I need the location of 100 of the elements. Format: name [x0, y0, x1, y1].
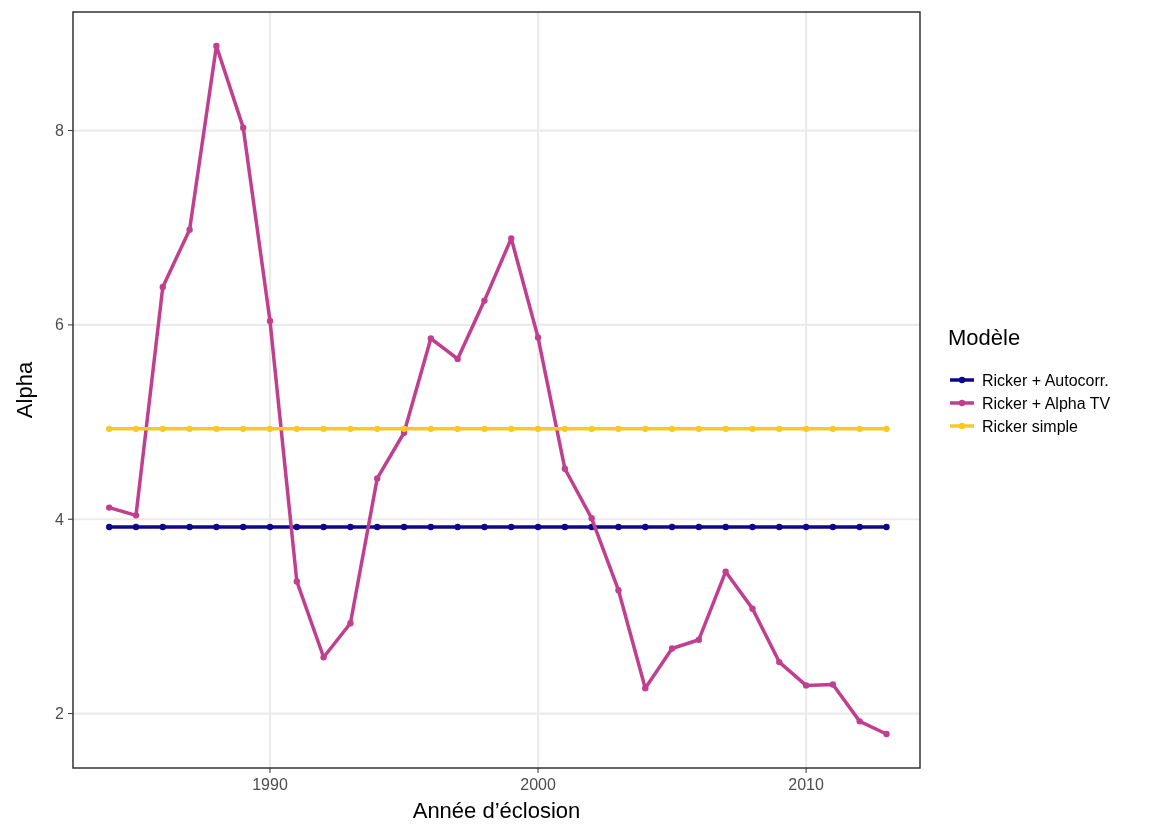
point [293, 523, 301, 531]
point [749, 425, 756, 433]
point [642, 523, 649, 531]
point [132, 523, 140, 531]
point [132, 512, 140, 519]
point [320, 425, 327, 433]
point [213, 523, 220, 531]
point [186, 425, 193, 433]
point [374, 425, 381, 433]
point [668, 645, 676, 652]
point [374, 475, 381, 482]
point [588, 515, 595, 522]
legend-label: Ricker + Autocorr. [982, 371, 1109, 389]
point [615, 586, 622, 594]
point [695, 425, 703, 433]
point [722, 568, 729, 575]
point [159, 523, 166, 531]
legend-title: Modèle [948, 325, 1021, 350]
point [105, 523, 113, 531]
point [240, 124, 247, 131]
point [642, 425, 649, 433]
y-axis-title: Alpha [12, 361, 37, 419]
point [481, 297, 488, 304]
point [293, 425, 301, 433]
point [695, 636, 703, 643]
point [534, 523, 542, 531]
point [668, 523, 676, 531]
point [856, 718, 863, 725]
point [240, 523, 247, 531]
point [642, 685, 649, 692]
x-tick-label: 1990 [252, 776, 288, 793]
point [883, 425, 890, 433]
point [508, 425, 515, 433]
point [427, 523, 435, 531]
point [400, 425, 408, 433]
legend-label: Ricker simple [982, 417, 1079, 435]
y-tick-label: 4 [55, 510, 65, 528]
point [534, 425, 542, 433]
y-tick-label: 6 [55, 316, 65, 334]
point [883, 730, 890, 738]
point [722, 523, 729, 531]
point [722, 425, 729, 433]
point [454, 425, 461, 433]
point [776, 425, 783, 433]
point [776, 523, 783, 531]
point [481, 523, 488, 531]
point [749, 523, 756, 531]
point [856, 523, 863, 531]
point [213, 42, 220, 50]
point [588, 425, 595, 433]
point [320, 654, 327, 661]
point [454, 355, 461, 363]
point [159, 425, 166, 433]
point [615, 425, 622, 433]
point [829, 425, 837, 433]
point [454, 523, 461, 531]
point [561, 523, 569, 531]
point [534, 334, 542, 341]
point [802, 523, 810, 531]
y-tick-label: 2 [55, 705, 65, 723]
point [883, 523, 890, 531]
x-tick-label: 2010 [788, 776, 824, 793]
point [347, 620, 354, 627]
x-tick-label: 2000 [520, 776, 556, 793]
point [240, 425, 247, 433]
point [213, 425, 220, 433]
point [749, 605, 756, 612]
point [320, 523, 327, 531]
point [427, 335, 435, 342]
point [856, 425, 863, 433]
point [105, 425, 113, 433]
point [802, 682, 810, 689]
point [508, 523, 515, 531]
x-axis-title: Année d’éclosion [412, 798, 581, 823]
point [400, 523, 408, 531]
point [695, 523, 703, 531]
point [159, 283, 166, 291]
point [829, 681, 837, 688]
point [266, 523, 274, 531]
point [186, 523, 193, 531]
point [829, 523, 837, 531]
point [186, 226, 193, 233]
legend-label: Ricker + Alpha TV [982, 394, 1111, 412]
point [561, 465, 569, 472]
point [105, 504, 113, 511]
point [293, 578, 301, 585]
point [561, 425, 569, 433]
point [615, 523, 622, 531]
point [481, 425, 488, 433]
point [347, 425, 354, 433]
point [427, 425, 435, 433]
y-tick-label: 8 [55, 122, 65, 140]
point [776, 658, 783, 666]
point [668, 425, 676, 433]
point [266, 317, 274, 325]
point [508, 235, 515, 242]
point [347, 523, 354, 531]
point [374, 523, 381, 531]
point [802, 425, 810, 433]
point [266, 425, 274, 433]
